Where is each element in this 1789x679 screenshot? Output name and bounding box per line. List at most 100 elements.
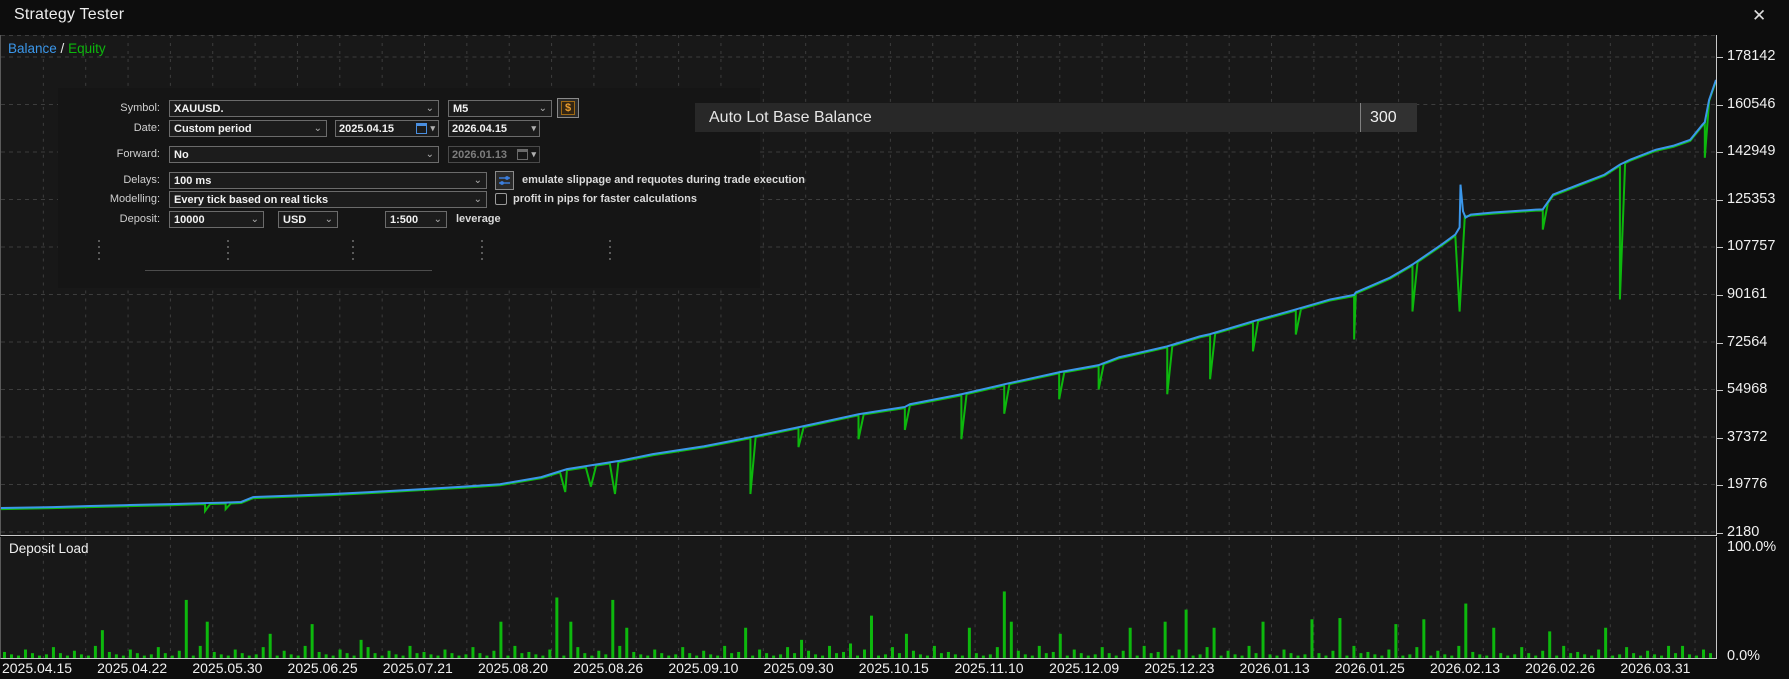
date-axis-label: 2025.12.09 — [1049, 660, 1120, 676]
period-select[interactable]: M5 ⌄ — [448, 100, 552, 117]
symbol-label: Symbol: — [120, 102, 160, 114]
param-value-field[interactable]: 300 — [1360, 103, 1417, 132]
forward-row: Forward: No ⌄ 2026.01.13 ▾ — [58, 146, 760, 163]
date-row: Date: Custom period ⌄ 2025.04.15 ▾ 2026.… — [58, 120, 760, 137]
date-mode-value: Custom period — [174, 122, 252, 135]
y-axis-label: 107757 — [1727, 238, 1776, 255]
column-handle-dots — [352, 240, 354, 262]
delays-label: Delays: — [123, 174, 160, 186]
date-axis-label: 2026.03.31 — [1620, 660, 1691, 676]
dropdown-arrow-icon: ▾ — [531, 149, 536, 159]
date-label: Date: — [133, 122, 160, 134]
date-axis-label: 2025.08.26 — [573, 660, 644, 676]
y-axis-label: 2180 — [1727, 524, 1760, 540]
y-axis-label: 54968 — [1727, 381, 1768, 398]
date-axis: 2025.04.15 2025.04.22 2025.05.30 2025.06.25… — [0, 660, 1717, 679]
legend-separator: / — [56, 41, 69, 56]
slippage-settings-button[interactable] — [495, 171, 514, 190]
date-axis-label: 2025.06.25 — [287, 660, 358, 676]
axis-tick — [1717, 152, 1723, 154]
leverage-value: 1:500 — [390, 213, 419, 226]
axis-tick — [1717, 57, 1723, 58]
date-axis-label: 2025.10.15 — [858, 660, 929, 676]
date-axis-label: 2025.11.10 — [954, 660, 1024, 676]
date-to-value: 2026.04.15 — [452, 122, 508, 135]
axis-tick — [1717, 247, 1723, 249]
forward-date-field: 2026.01.13 ▾ — [448, 146, 540, 163]
legend-balance[interactable]: Balance — [8, 41, 57, 56]
modelling-row: Modelling: Every tick based on real tick… — [58, 191, 760, 208]
deposit-label: Deposit: — [119, 213, 160, 225]
axis-tick — [1717, 342, 1723, 344]
tester-settings-panel: Symbol: XAUUSD. ⌄ M5 ⌄ $ Date: Custom pe… — [58, 88, 805, 288]
symbol-value: XAUUSD. — [174, 102, 224, 115]
axis-tick — [1717, 533, 1723, 534]
y-axis-label: 160546 — [1727, 95, 1776, 112]
date-axis-label: 2025.05.30 — [192, 660, 263, 676]
deposit-load-min-label: 0.0% — [1727, 648, 1761, 664]
slippage-note: emulate slippage and requotes during tra… — [522, 174, 806, 186]
panel-divider — [145, 270, 432, 271]
date-from-value: 2025.04.15 — [339, 122, 395, 135]
y-axis-label: 178142 — [1727, 48, 1776, 64]
modelling-value: Every tick based on real ticks — [174, 193, 329, 206]
symbol-select[interactable]: XAUUSD. ⌄ — [169, 100, 439, 117]
date-to-field[interactable]: 2026.04.15 ▾ — [448, 120, 540, 137]
chevron-down-icon: ⌄ — [250, 213, 259, 225]
dropdown-arrow-icon: ▾ — [531, 123, 536, 133]
forward-value: No — [174, 148, 189, 161]
column-handle-dots — [98, 240, 100, 262]
delays-value: 100 ms — [174, 174, 212, 187]
deposit-select[interactable]: 10000 ⌄ — [169, 211, 264, 228]
currency-select[interactable]: USD ⌄ — [278, 211, 338, 228]
deposit-load-chart[interactable]: Deposit Load — [0, 537, 1717, 659]
value-axis: 178142 160546 142949 125353 107757 90161 72564… — [1717, 0, 1789, 679]
deposit-row: Deposit: 10000 ⌄ USD ⌄ 1:500 ⌄ leverage — [58, 211, 760, 228]
sliders-icon — [499, 176, 510, 185]
y-axis-label: 142949 — [1727, 143, 1776, 160]
param-name: Auto Lot Base Balance — [709, 108, 872, 126]
column-handle-dots — [609, 240, 611, 262]
profit-in-pips-checkbox[interactable] — [495, 193, 507, 205]
deposit-value: 10000 — [174, 213, 205, 226]
column-handle-dots — [481, 240, 483, 262]
date-axis-label: 2026.01.13 — [1239, 660, 1310, 676]
axis-tick — [1717, 199, 1723, 201]
symbol-properties-button[interactable]: $ — [557, 98, 579, 118]
chevron-down-icon: ⌄ — [473, 174, 482, 186]
date-axis-label: 2026.02.13 — [1429, 660, 1501, 676]
window-title: Strategy Tester — [14, 6, 125, 23]
y-axis-label: 125353 — [1727, 190, 1776, 207]
axis-tick — [1717, 437, 1723, 439]
leverage-select[interactable]: 1:500 ⌄ — [385, 211, 447, 228]
legend-equity[interactable]: Equity — [68, 41, 106, 56]
date-axis-label: 2025.09.10 — [668, 660, 739, 676]
date-from-field[interactable]: 2025.04.15 ▾ — [335, 120, 439, 137]
deposit-load-title: Deposit Load — [9, 541, 89, 556]
axis-tick — [1717, 104, 1723, 106]
period-value: M5 — [453, 102, 469, 115]
y-axis-label: 19776 — [1727, 476, 1768, 493]
delays-select[interactable]: 100 ms ⌄ — [169, 172, 487, 189]
date-axis-label: 2025.09.30 — [763, 660, 834, 676]
date-axis-label: 2025.07.21 — [382, 660, 453, 676]
ea-input-row[interactable]: Auto Lot Base Balance 300 — [695, 103, 1417, 132]
dropdown-arrow-icon: ▾ — [430, 123, 435, 133]
column-handle-dots — [227, 240, 229, 262]
titlebar: Strategy Tester ✕ — [0, 0, 1789, 32]
dollar-icon: $ — [561, 101, 575, 115]
close-icon[interactable]: ✕ — [1752, 6, 1767, 25]
date-axis-label: 2026.02.26 — [1525, 660, 1596, 676]
date-mode-select[interactable]: Custom period ⌄ — [169, 120, 327, 137]
axis-tick — [1717, 390, 1723, 392]
modelling-select[interactable]: Every tick based on real ticks ⌄ — [169, 191, 487, 208]
date-axis-label: 2025.12.23 — [1144, 660, 1215, 676]
chevron-down-icon: ⌄ — [324, 213, 333, 225]
date-axis-label: 2025.04.15 — [1, 660, 73, 676]
symbol-row: Symbol: XAUUSD. ⌄ M5 ⌄ $ — [58, 98, 760, 118]
date-axis-label: 2026.01.25 — [1334, 660, 1405, 676]
chevron-down-icon: ⌄ — [425, 148, 434, 160]
calendar-icon — [416, 123, 428, 134]
forward-label: Forward: — [116, 148, 160, 160]
forward-select[interactable]: No ⌄ — [169, 146, 439, 163]
